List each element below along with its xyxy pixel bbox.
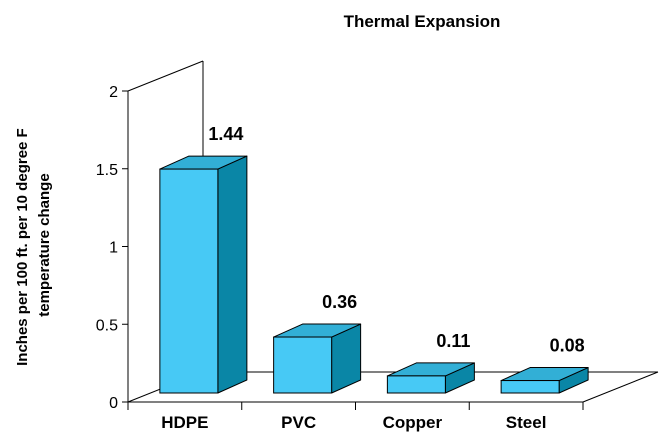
top-left-edge — [127, 60, 204, 92]
data-label: 0.36 — [322, 292, 357, 312]
data-label: 0.11 — [436, 331, 470, 351]
x-tick-label: HDPE — [161, 413, 208, 432]
bars — [159, 155, 589, 394]
bar — [273, 323, 362, 394]
y-tick-label: 1.5 — [96, 162, 118, 179]
x-tick-label: Steel — [506, 413, 547, 432]
y-tick-label: 1 — [109, 240, 118, 257]
y-axis-title-line-1: Inches per 100 ft. per 10 degree F — [14, 128, 31, 366]
y-tick-label: 0.5 — [96, 317, 118, 334]
y-axis-title-line-2: temperature change — [36, 173, 53, 316]
chart-title: Thermal Expansion — [344, 12, 501, 31]
floor-right-edge — [582, 371, 659, 403]
data-label: 0.08 — [550, 336, 585, 356]
bar-front — [386, 375, 446, 394]
data-labels: 1.44 0.36 0.11 0.08 — [208, 124, 584, 355]
bar-side — [217, 155, 248, 394]
bar — [159, 155, 248, 394]
y-tick-label: 0 — [109, 395, 118, 412]
bar-front — [273, 336, 333, 394]
y-axis: 0 0.5 1 1.5 2 — [96, 84, 129, 412]
y-axis-title: Inches per 100 ft. per 10 degree F tempe… — [14, 124, 53, 366]
bar — [386, 362, 475, 394]
data-label: 1.44 — [208, 124, 243, 144]
x-tick-label: Copper — [383, 413, 443, 432]
x-axis: HDPE PVC Copper Steel — [127, 401, 584, 432]
bar-front — [500, 380, 560, 394]
bar-front — [159, 168, 219, 394]
x-tick-label: PVC — [281, 413, 316, 432]
bar — [500, 367, 589, 394]
y-tick-label: 2 — [109, 84, 118, 101]
